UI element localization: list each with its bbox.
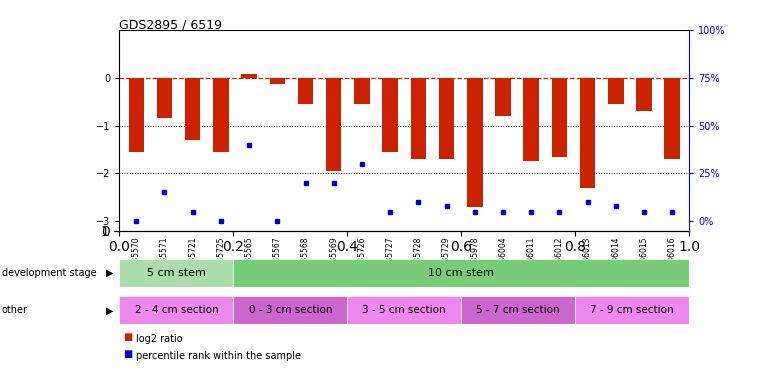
Text: 7 - 9 cm section: 7 - 9 cm section — [591, 305, 674, 315]
Bar — [636, 78, 651, 111]
Text: ■: ■ — [123, 349, 132, 359]
Text: development stage: development stage — [2, 268, 96, 278]
Bar — [270, 78, 285, 84]
Bar — [119, 259, 233, 287]
Text: 2 - 4 cm section: 2 - 4 cm section — [135, 305, 218, 315]
Text: 3 - 5 cm section: 3 - 5 cm section — [363, 305, 446, 315]
Bar — [575, 296, 689, 324]
Bar — [524, 78, 539, 161]
Text: ▶: ▶ — [105, 305, 113, 315]
Bar — [467, 78, 483, 207]
Bar — [383, 78, 398, 152]
Text: 5 - 7 cm section: 5 - 7 cm section — [477, 305, 560, 315]
Text: GDS2895 / 6519: GDS2895 / 6519 — [119, 19, 223, 32]
Text: ■: ■ — [123, 332, 132, 342]
Bar — [580, 78, 595, 188]
Text: 0 - 3 cm section: 0 - 3 cm section — [249, 305, 332, 315]
Bar — [326, 78, 341, 171]
Bar — [347, 296, 461, 324]
Bar — [410, 78, 426, 159]
Text: ▶: ▶ — [105, 268, 113, 278]
Bar — [495, 78, 511, 116]
Bar — [129, 78, 144, 152]
Bar — [213, 78, 229, 152]
Bar — [665, 78, 680, 159]
Text: 10 cm stem: 10 cm stem — [428, 268, 494, 278]
Text: percentile rank within the sample: percentile rank within the sample — [136, 351, 301, 361]
Text: other: other — [2, 305, 28, 315]
Bar — [354, 78, 370, 104]
Text: log2 ratio: log2 ratio — [136, 334, 183, 344]
Bar — [551, 78, 567, 157]
Bar — [233, 296, 347, 324]
Bar — [241, 74, 257, 78]
Bar — [233, 259, 689, 287]
Bar — [461, 296, 575, 324]
Bar — [185, 78, 200, 140]
Bar — [298, 78, 313, 104]
Bar — [119, 296, 233, 324]
Text: 5 cm stem: 5 cm stem — [147, 268, 206, 278]
Bar — [439, 78, 454, 159]
Bar — [608, 78, 624, 104]
Bar — [157, 78, 172, 118]
